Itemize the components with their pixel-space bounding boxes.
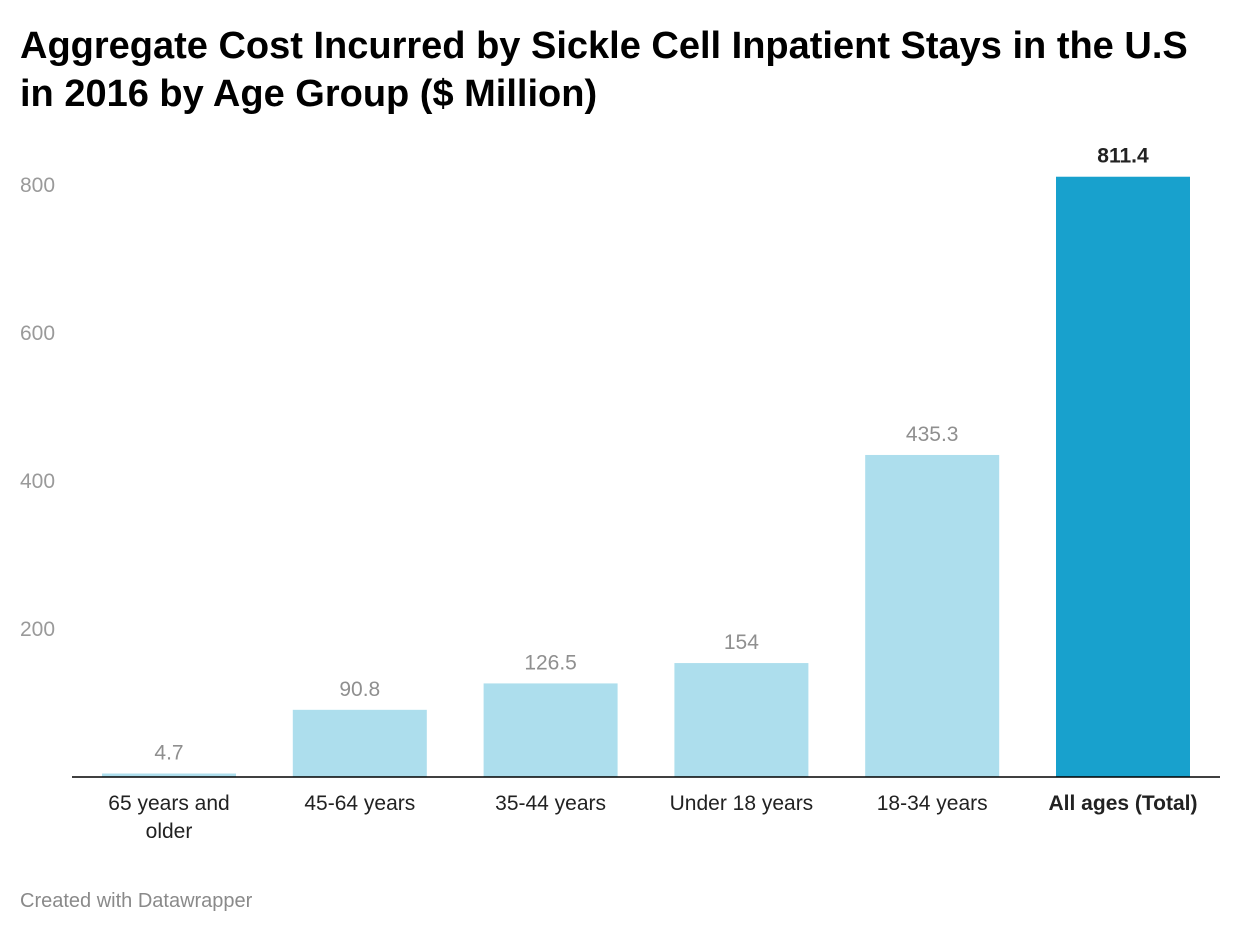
- x-category-label: 45-64 years: [304, 792, 415, 815]
- value-label: 4.7: [154, 742, 183, 765]
- value-label: 154: [724, 631, 759, 654]
- x-category-label: Under 18 years: [670, 792, 814, 815]
- x-category-label: All ages (Total): [1049, 792, 1198, 815]
- value-label: 90.8: [339, 678, 380, 701]
- value-label: 126.5: [524, 651, 577, 674]
- x-category-label: 18-34 years: [877, 792, 988, 815]
- bar: [483, 683, 618, 777]
- x-category-label: 35-44 years: [495, 792, 606, 815]
- bar: [292, 709, 427, 777]
- x-category-label: older: [146, 820, 193, 843]
- value-label: 811.4: [1097, 145, 1149, 168]
- bar: [102, 773, 236, 777]
- y-tick-label: 200: [20, 618, 55, 641]
- x-category-label: 65 years and: [108, 792, 229, 815]
- value-label: 435.3: [906, 423, 959, 446]
- y-tick-label: 600: [20, 322, 55, 345]
- y-tick-label: 400: [20, 470, 55, 493]
- chart-title: Aggregate Cost Incurred by Sickle Cell I…: [20, 25, 1188, 115]
- y-tick-label: 800: [20, 174, 55, 197]
- bar: [1056, 176, 1190, 778]
- footer-credit: Created with Datawrapper: [20, 890, 253, 912]
- bar-chart: 200 400 600 800 4.7 65 years and older 90.8 45-6…: [20, 145, 1220, 843]
- bar: [674, 663, 809, 777]
- bar: [865, 454, 1000, 777]
